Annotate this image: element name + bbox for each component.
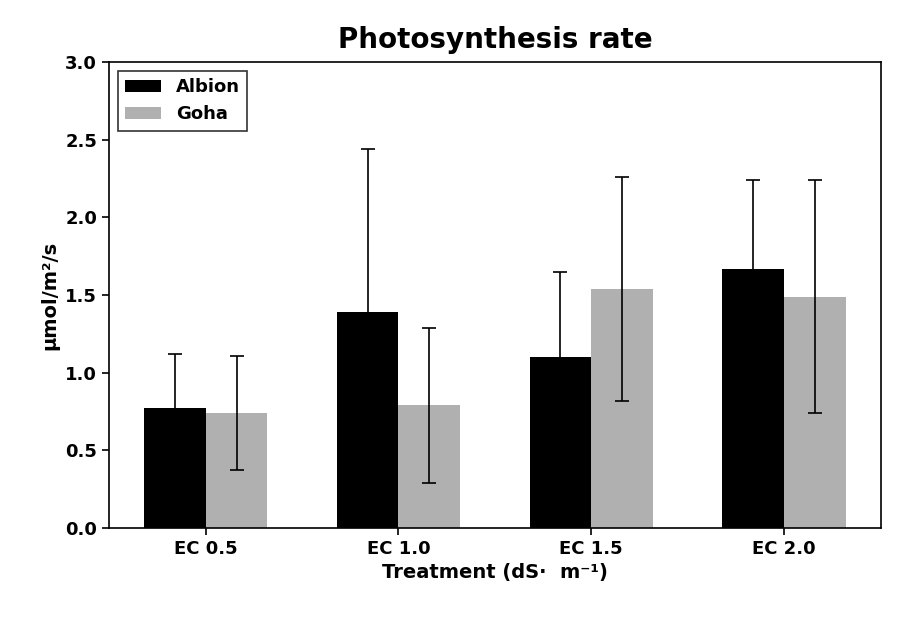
X-axis label: Treatment (dS·  m⁻¹): Treatment (dS· m⁻¹) bbox=[382, 563, 607, 582]
Bar bbox=[337, 312, 399, 528]
Title: Photosynthesis rate: Photosynthesis rate bbox=[338, 26, 652, 54]
Bar bbox=[206, 413, 268, 528]
Bar bbox=[591, 289, 653, 528]
Bar bbox=[144, 409, 206, 528]
Bar bbox=[529, 357, 591, 528]
Legend: Albion, Goha: Albion, Goha bbox=[118, 71, 247, 130]
Y-axis label: μmol/m²/s: μmol/m²/s bbox=[41, 240, 60, 350]
Bar bbox=[722, 269, 784, 528]
Bar bbox=[399, 405, 460, 528]
Bar bbox=[784, 297, 845, 528]
